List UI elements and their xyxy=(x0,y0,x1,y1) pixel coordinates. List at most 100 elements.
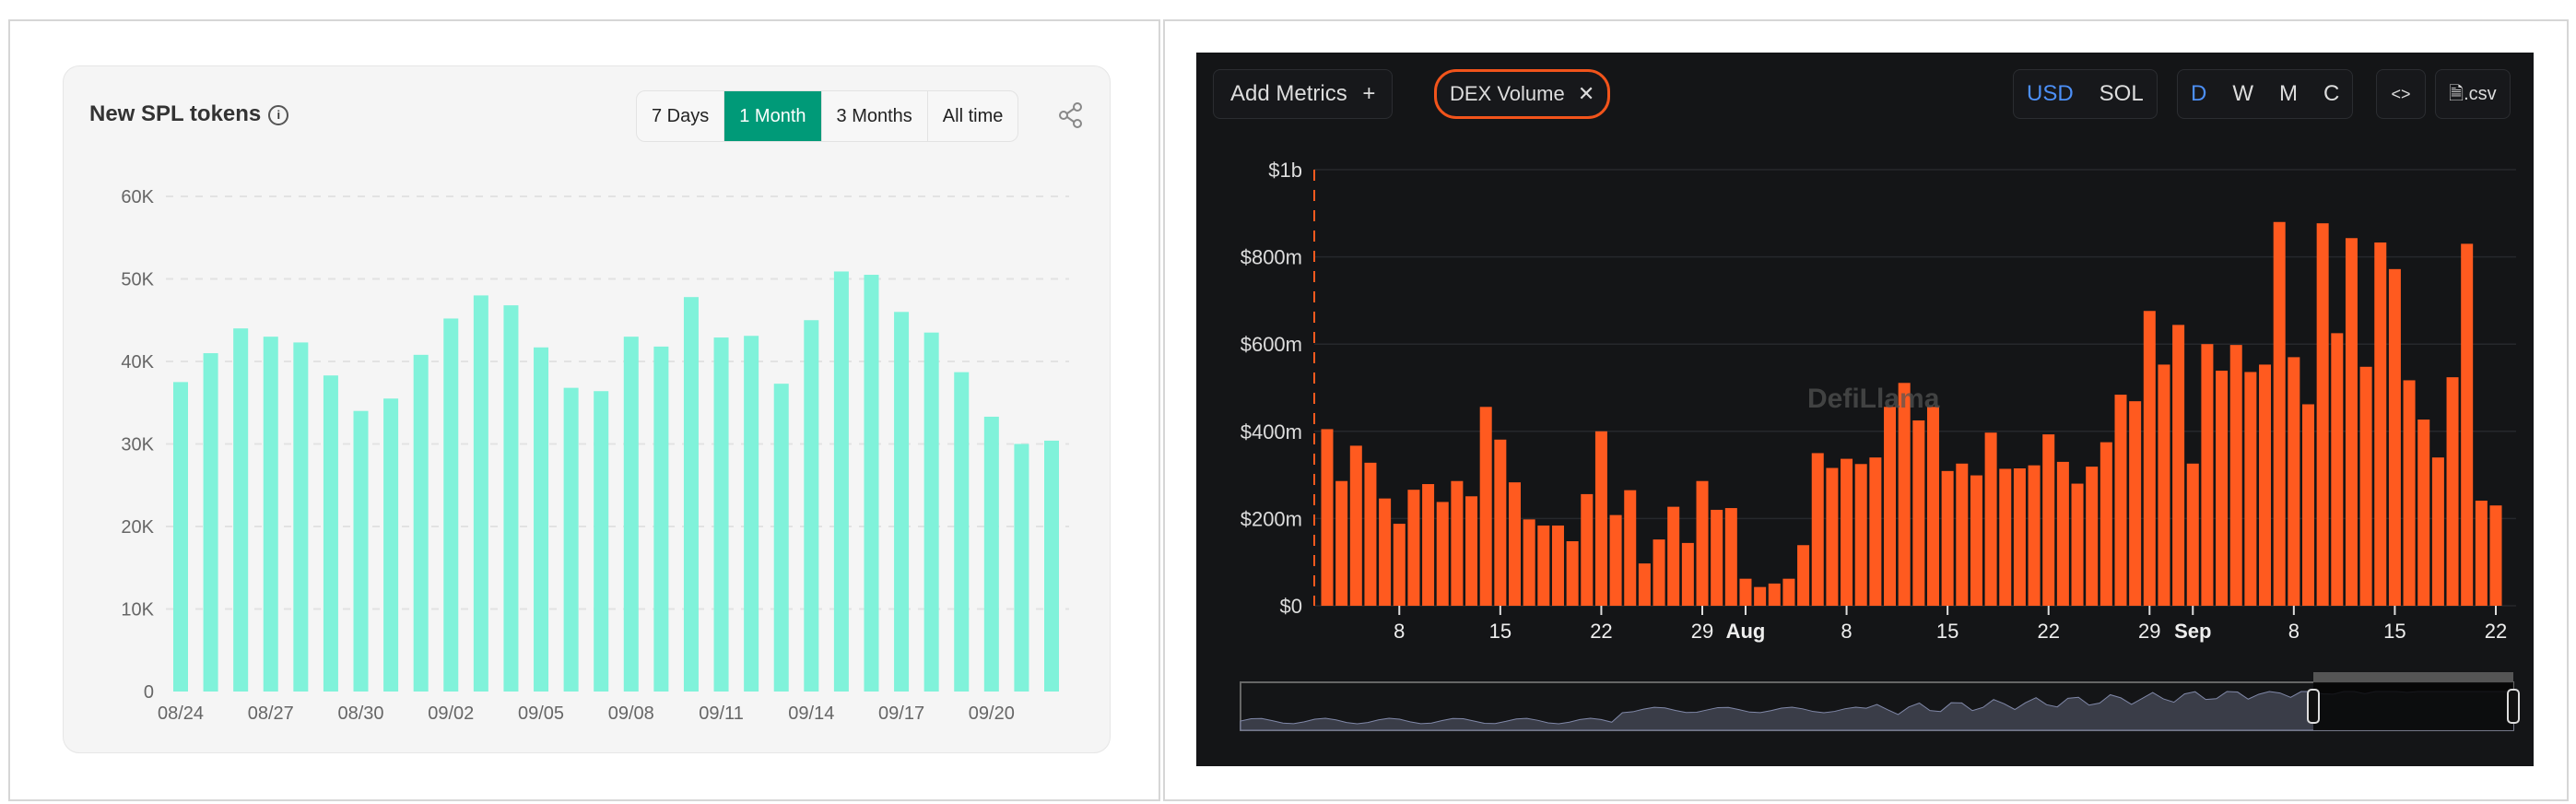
bar xyxy=(2288,357,2300,606)
currency-toggle: USD SOL xyxy=(2013,69,2158,119)
bar xyxy=(833,271,849,692)
bar xyxy=(1581,493,1594,606)
bar xyxy=(1912,420,1925,606)
navigator-handle-right[interactable] xyxy=(2507,689,2520,724)
bar xyxy=(1884,407,1897,606)
bar xyxy=(2071,483,2084,606)
bar xyxy=(2100,442,2112,606)
bar xyxy=(1364,462,1377,606)
range-all-time[interactable]: All time xyxy=(942,106,1004,126)
x-tick-label: 15 xyxy=(1936,620,1958,643)
bar xyxy=(1551,525,1564,606)
card-title: New SPL tokens i xyxy=(89,101,289,127)
x-tick-label: 22 xyxy=(2037,620,2059,643)
bar xyxy=(983,416,999,692)
bar xyxy=(1754,586,1767,606)
bar xyxy=(2403,380,2416,606)
bar xyxy=(2259,364,2272,606)
bar xyxy=(383,398,399,692)
bar xyxy=(173,382,188,692)
y-tick-label: 20K xyxy=(121,517,154,538)
bar xyxy=(1797,545,1810,606)
period-c[interactable]: C xyxy=(2323,81,2340,106)
bar xyxy=(2172,325,2185,606)
add-metrics-button[interactable]: Add Metrics + xyxy=(1213,69,1394,119)
bar xyxy=(1869,457,1882,606)
bar xyxy=(1479,407,1492,606)
currency-usd[interactable]: USD xyxy=(2027,81,2074,106)
spl-tokens-chart: 0 10K 20K 30K 40K 50K 60K 08/24 08/27 08/30 09/02 0… xyxy=(121,187,1069,724)
bar xyxy=(2129,401,2142,606)
range-3-months[interactable]: 3 Months xyxy=(822,91,928,141)
bar xyxy=(1956,463,1969,606)
bar xyxy=(1984,432,1997,606)
bar xyxy=(2086,467,2099,606)
info-circle-icon[interactable]: i xyxy=(268,105,289,125)
bar xyxy=(353,410,369,692)
bar xyxy=(2446,377,2459,606)
bar xyxy=(1667,506,1680,606)
bar xyxy=(2201,344,2214,606)
bar xyxy=(623,337,639,692)
bar xyxy=(2216,371,2229,606)
bar xyxy=(1523,519,1535,606)
bar xyxy=(1537,525,1550,606)
x-tick-label: 22 xyxy=(1590,620,1612,643)
x-tick-label: 09/02 xyxy=(428,704,474,724)
y-tick-label: 40K xyxy=(121,352,154,372)
range-1-month[interactable]: 1 Month xyxy=(724,91,822,141)
bar xyxy=(534,347,549,692)
bar xyxy=(683,297,699,692)
y-tick-label: 0 xyxy=(144,682,154,703)
x-tick-label: 09/11 xyxy=(699,704,744,724)
bar xyxy=(1422,484,1435,606)
bar xyxy=(293,342,309,692)
x-tick-label: 15 xyxy=(1489,620,1511,643)
bar xyxy=(2316,223,2329,606)
bar xyxy=(1465,496,1478,606)
x-tick-label: 08/24 xyxy=(158,704,204,724)
bar xyxy=(894,312,910,692)
bar xyxy=(2301,404,2314,606)
x-tick-label: 08/27 xyxy=(248,704,294,724)
period-d[interactable]: D xyxy=(2191,81,2207,106)
bar xyxy=(2244,372,2257,606)
period-m[interactable]: M xyxy=(2279,81,2298,106)
bar xyxy=(864,275,879,692)
bar xyxy=(1898,383,1911,606)
bar xyxy=(2475,501,2488,606)
bar xyxy=(1970,475,1982,606)
range-7-days[interactable]: 7 Days xyxy=(637,91,725,141)
x-tick-label: 22 xyxy=(2485,620,2507,643)
bar xyxy=(1014,443,1029,692)
bar xyxy=(473,295,488,692)
bar xyxy=(1379,498,1392,606)
bar xyxy=(1681,542,1694,606)
bar xyxy=(413,354,429,692)
bar xyxy=(2461,243,2474,606)
navigator-scrollbar[interactable] xyxy=(2313,672,2513,682)
dex-volume-chip[interactable]: DEX Volume ✕ xyxy=(1434,69,1611,119)
bar xyxy=(773,384,789,692)
bar xyxy=(2388,268,2401,606)
right-frame xyxy=(1163,19,2569,801)
bar xyxy=(1854,464,1867,606)
bar xyxy=(1811,453,1824,606)
embed-button[interactable]: <> xyxy=(2376,69,2426,119)
bar xyxy=(1696,480,1709,606)
y-tick-label: 50K xyxy=(121,270,154,290)
bar xyxy=(263,337,278,692)
bar xyxy=(2345,238,2358,606)
currency-sol[interactable]: SOL xyxy=(2099,81,2144,106)
bar xyxy=(323,375,338,692)
bar xyxy=(744,336,759,692)
navigator-handle-left[interactable] xyxy=(2307,689,2320,724)
share-icon[interactable] xyxy=(1058,101,1084,134)
period-w[interactable]: W xyxy=(2232,81,2253,106)
y-tick-label: 60K xyxy=(121,187,154,207)
csv-download-button[interactable]: 🗎.csv xyxy=(2435,69,2511,119)
close-icon[interactable]: ✕ xyxy=(1577,82,1595,105)
bar xyxy=(1724,508,1737,606)
bar xyxy=(443,318,459,692)
bar xyxy=(1393,524,1406,606)
